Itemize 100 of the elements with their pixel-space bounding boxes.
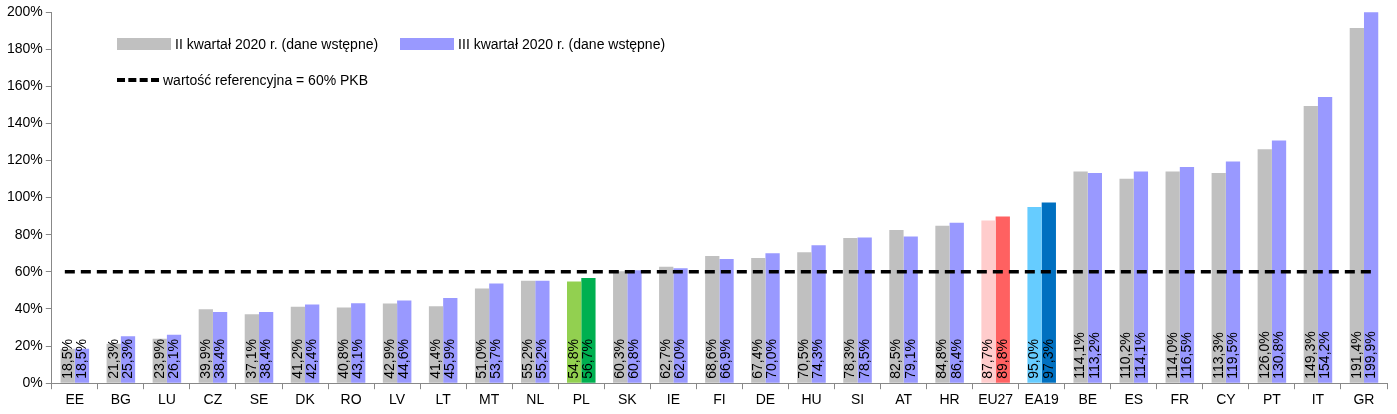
data-label: 37,1%	[242, 339, 259, 379]
x-tick-label: IE	[666, 391, 680, 408]
data-label: 68,6%	[703, 339, 720, 379]
x-tick-label: FI	[713, 391, 726, 408]
data-label: 114,0%	[1163, 332, 1180, 379]
x-tick-label: FR	[1170, 391, 1190, 408]
x-tick-label: EA19	[1024, 391, 1060, 408]
data-label: 38,4%	[256, 339, 273, 379]
data-label: 18,5%	[72, 339, 89, 379]
data-label: 67,4%	[749, 339, 766, 379]
bar	[1027, 206, 1042, 383]
data-label: 70,0%	[763, 339, 780, 379]
data-label: 114,1%	[1131, 332, 1148, 379]
x-tick-label: AT	[895, 391, 913, 408]
data-label: 60,8%	[625, 339, 642, 379]
x-tick-label: HR	[939, 391, 960, 408]
x-tick-label: CZ	[203, 391, 223, 408]
y-tick-label: 180%	[6, 39, 43, 56]
data-label: 39,9%	[196, 339, 213, 379]
x-tick-label: HU	[801, 391, 822, 408]
data-label: 78,5%	[855, 339, 872, 379]
data-label: 23,9%	[150, 339, 167, 379]
data-label: 114,1%	[1071, 332, 1088, 379]
x-tick-label: NL	[526, 391, 545, 408]
data-label: 113,2%	[1085, 332, 1102, 379]
legend-label: wartość referencyjna = 60% PKB	[163, 72, 369, 88]
y-tick-label: 20%	[14, 336, 43, 353]
y-tick-label: 200%	[6, 2, 43, 19]
y-tick-label: 100%	[6, 188, 43, 205]
x-tick-label: BE	[1078, 391, 1098, 408]
data-label: 78,3%	[841, 339, 858, 379]
bar	[889, 230, 904, 383]
data-label: 62,7%	[657, 339, 674, 379]
data-label: 66,9%	[717, 339, 734, 379]
x-tick-label: DE	[755, 391, 776, 408]
data-label: 79,1%	[901, 339, 918, 379]
data-label: 74,3%	[809, 339, 826, 379]
data-label: 154,2%	[1315, 331, 1332, 379]
x-tick-label: EU27	[978, 391, 1014, 408]
bar	[581, 277, 596, 383]
x-tick-label: EE	[65, 391, 85, 408]
data-label: 25,3%	[118, 339, 135, 379]
data-label: 53,7%	[487, 339, 504, 379]
x-tick-label: SI	[850, 391, 865, 408]
x-tick-label: PL	[572, 391, 591, 408]
y-tick-label: 40%	[14, 299, 43, 316]
bar	[1303, 106, 1318, 383]
bar	[811, 245, 826, 383]
data-label: 70,5%	[795, 339, 812, 379]
data-label: 44,6%	[395, 339, 412, 379]
y-tick-label: 160%	[6, 77, 43, 94]
data-label: 51,0%	[472, 339, 489, 379]
data-label: 40,8%	[334, 339, 351, 379]
data-label: 126,0%	[1255, 331, 1272, 379]
data-label: 26,1%	[164, 339, 181, 379]
x-tick-label: LT	[435, 391, 452, 408]
x-tick-label: LU	[157, 391, 176, 408]
x-tick-label: PT	[1262, 391, 1282, 408]
data-label: 130,8%	[1269, 331, 1286, 379]
bar	[843, 237, 858, 383]
x-tick-label: CY	[1216, 391, 1237, 408]
data-label: 38,4%	[210, 339, 227, 379]
bar	[981, 220, 996, 383]
bar	[935, 225, 950, 383]
bar	[1317, 97, 1333, 383]
data-label: 191,4%	[1347, 331, 1364, 379]
data-label: 62,0%	[671, 339, 688, 379]
x-tick-label: LV	[389, 391, 406, 408]
data-label: 21,3%	[104, 339, 121, 379]
x-tick-label: SE	[249, 391, 269, 408]
data-label: 60,3%	[611, 339, 628, 379]
y-tick-label: 80%	[14, 225, 43, 242]
x-tick-label: GR	[1353, 391, 1375, 408]
data-label: 41,4%	[426, 339, 443, 379]
data-label: 86,4%	[947, 339, 964, 379]
legend-label: III kwartał 2020 r. (dane wstępne)	[458, 36, 666, 52]
data-label: 56,7%	[579, 339, 596, 379]
data-label: 42,4%	[303, 339, 320, 379]
data-label: 55,2%	[533, 339, 550, 379]
data-label: 89,8%	[993, 339, 1010, 379]
data-label: 55,2%	[518, 339, 535, 379]
data-label: 42,9%	[380, 339, 397, 379]
data-label: 84,8%	[933, 339, 950, 379]
y-tick-label: 140%	[6, 114, 43, 131]
bar	[765, 253, 780, 383]
data-label: 116,5%	[1177, 332, 1194, 379]
x-tick-label: MT	[479, 391, 500, 408]
y-tick-label: 60%	[14, 262, 43, 279]
data-label: 41,2%	[288, 339, 305, 379]
data-label: 199,9%	[1361, 331, 1378, 379]
data-label: 87,7%	[979, 339, 996, 379]
x-tick-label: ES	[1124, 391, 1144, 408]
data-label: 82,5%	[887, 339, 904, 379]
data-label: 119,5%	[1223, 332, 1240, 379]
data-label: 54,8%	[565, 339, 581, 379]
data-label: 95,0%	[1025, 339, 1042, 379]
data-label: 18,5%	[58, 339, 75, 379]
bar	[1363, 12, 1379, 383]
x-tick-label: RO	[340, 391, 362, 408]
data-label: 113,3%	[1209, 332, 1226, 379]
